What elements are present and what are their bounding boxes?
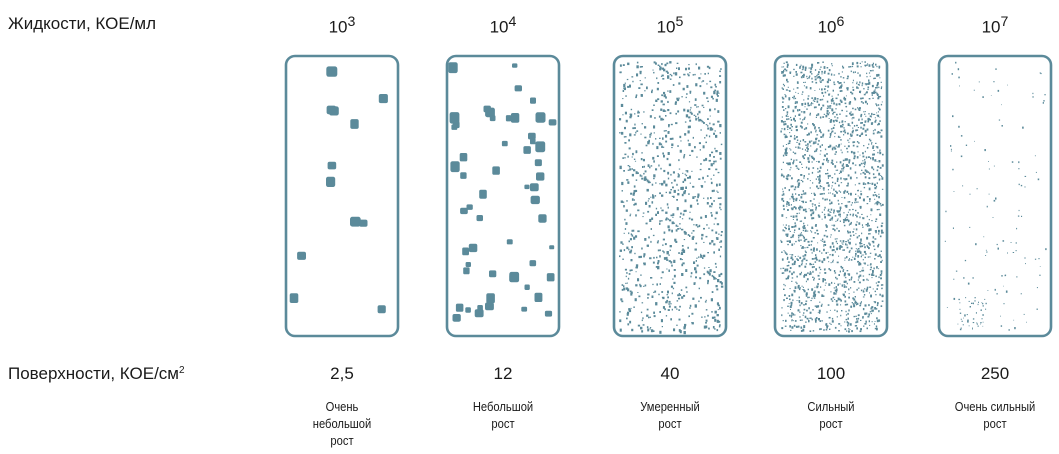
colony-slide-very-heavy bbox=[937, 54, 1053, 338]
exp-power: 3 bbox=[347, 14, 356, 30]
liquid-concentration: 107 bbox=[935, 14, 1055, 38]
slide-frame bbox=[445, 54, 561, 338]
liquid-concentration: 105 bbox=[610, 14, 730, 38]
colony-dots bbox=[944, 61, 1047, 331]
slide-frame bbox=[284, 54, 400, 338]
surface-value: 40 bbox=[660, 364, 680, 383]
slide-frame bbox=[937, 54, 1053, 338]
growth-line: Небольшой bbox=[472, 399, 534, 414]
colony-slide-heavy bbox=[773, 54, 889, 338]
exp-power: 7 bbox=[1000, 14, 1009, 30]
colony-dots bbox=[780, 61, 884, 333]
growth-line: рост bbox=[658, 416, 682, 431]
growth-line: рост bbox=[330, 433, 354, 448]
growth-description: Очень сильный рост bbox=[935, 398, 1055, 432]
colony-slide-moderate bbox=[612, 54, 728, 338]
surfaces-row-label: Поверхности, КОЕ/см2 bbox=[8, 364, 185, 384]
surface-value: 2,5 bbox=[330, 364, 354, 383]
growth-description: Умеренный рост bbox=[610, 398, 730, 432]
growth-line: рост bbox=[819, 416, 843, 431]
growth-line: Очень сильный bbox=[954, 399, 1036, 414]
liquid-concentration: 103 bbox=[282, 14, 402, 38]
exp-base: 10 bbox=[489, 17, 509, 37]
exp-power: 6 bbox=[836, 14, 845, 30]
column-3: 105 40 Умеренный рост bbox=[610, 0, 730, 454]
column-2: 104 12 Небольшой рост bbox=[443, 0, 563, 454]
surfaces-label-superscript: 2 bbox=[179, 365, 185, 376]
growth-description: Очень небольшой рост bbox=[282, 398, 402, 449]
exp-base: 10 bbox=[817, 17, 837, 37]
surfaces-label-text: Поверхности, КОЕ/см bbox=[8, 364, 179, 383]
colony-dots bbox=[289, 66, 388, 314]
slide-frame bbox=[773, 54, 889, 338]
growth-line: рост bbox=[491, 416, 515, 431]
liquids-label-text: Жидкости, КОЕ/мл bbox=[8, 14, 157, 33]
exp-base: 10 bbox=[981, 17, 1001, 37]
growth-line: Сильный bbox=[807, 399, 855, 414]
growth-line: рост bbox=[983, 416, 1007, 431]
growth-description: Небольшой рост bbox=[443, 398, 563, 432]
surface-value: 250 bbox=[980, 364, 1010, 383]
column-4: 106 100 Сильный рост bbox=[771, 0, 891, 454]
colony-dots bbox=[448, 62, 557, 322]
growth-description: Сильный рост bbox=[771, 398, 891, 432]
colony-dots bbox=[619, 61, 724, 335]
liquid-concentration: 106 bbox=[771, 14, 891, 38]
exp-base: 10 bbox=[656, 17, 676, 37]
exp-power: 5 bbox=[675, 14, 684, 30]
liquid-concentration: 104 bbox=[443, 14, 563, 38]
slide-frame bbox=[612, 54, 728, 338]
exp-base: 10 bbox=[328, 17, 348, 37]
colony-slide-low bbox=[445, 54, 561, 338]
liquids-row-label: Жидкости, КОЕ/мл bbox=[8, 14, 156, 34]
growth-line: Умеренный bbox=[640, 399, 700, 414]
column-5: 107 250 Очень сильный рост bbox=[935, 0, 1055, 454]
surface-value: 12 bbox=[493, 364, 513, 383]
colony-slide-very-low bbox=[284, 54, 400, 338]
growth-line: Очень bbox=[325, 399, 359, 414]
column-1: 103 2,5 Очень небольшой рост bbox=[282, 0, 402, 454]
growth-line: небольшой bbox=[312, 416, 372, 431]
surface-value: 100 bbox=[816, 364, 846, 383]
exp-power: 4 bbox=[508, 14, 517, 30]
